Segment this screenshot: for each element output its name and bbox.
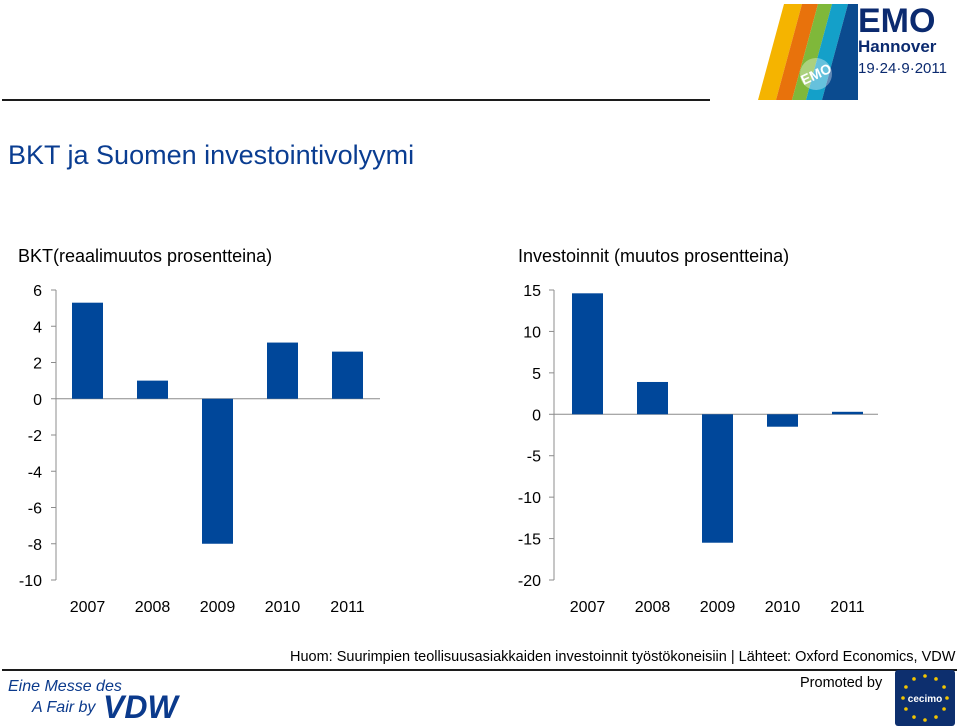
bar [267, 342, 298, 399]
y-tick-label: -4 [28, 464, 42, 481]
logo-title: EMO [858, 2, 935, 40]
bar [832, 411, 863, 415]
eu-stars [901, 674, 949, 722]
messe-line2: A Fair by [31, 699, 96, 716]
y-tick-label: -10 [19, 573, 42, 590]
logo-city: Hannover [858, 37, 937, 56]
chart-title: Investoinnit (muutos prosentteina) [518, 246, 789, 266]
vdw-wordmark: VDW [103, 689, 180, 724]
y-tick-label: 4 [33, 319, 42, 336]
promoted-by-label: Promoted by [800, 675, 883, 691]
star-icon [942, 707, 946, 711]
star-icon [934, 677, 938, 681]
y-tick-label: 5 [532, 366, 541, 383]
header-divider [2, 99, 710, 101]
star-icon [904, 707, 908, 711]
cecimo-wordmark: cecimo [908, 694, 942, 705]
y-tick-label: -6 [28, 501, 42, 518]
x-tick-label: 2009 [200, 599, 236, 616]
bar [767, 414, 798, 427]
x-tick-label: 2008 [135, 599, 171, 616]
y-tick-label: 0 [532, 407, 541, 424]
chart-title: BKT(reaalimuutos prosentteina) [18, 246, 272, 266]
x-tick-label: 2008 [635, 599, 671, 616]
bar [637, 381, 668, 415]
y-tick-label: -8 [28, 537, 42, 554]
x-tick-label: 2007 [70, 599, 106, 616]
emo-hannover-logo: EMO EMO Hannover 19·24·9·2011 [758, 2, 947, 100]
y-tick-label: -20 [518, 573, 541, 590]
star-icon [912, 677, 916, 681]
y-tick-label: -10 [518, 490, 541, 507]
star-icon [923, 718, 927, 722]
x-tick-label: 2007 [570, 599, 606, 616]
y-tick-label: 0 [33, 392, 42, 409]
y-tick-label: 6 [33, 283, 42, 300]
x-tick-label: 2010 [765, 599, 801, 616]
y-tick-label: -5 [527, 449, 541, 466]
messe-line1: Eine Messe des [8, 678, 122, 695]
star-icon [942, 685, 946, 689]
y-tick-label: 10 [523, 324, 541, 341]
star-icon [934, 715, 938, 719]
x-tick-label: 2011 [330, 599, 365, 616]
x-tick-label: 2011 [830, 599, 865, 616]
x-tick-label: 2009 [700, 599, 736, 616]
star-icon [904, 685, 908, 689]
x-tick-label: 2010 [265, 599, 301, 616]
page-title: BKT ja Suomen investointivolyymi [8, 140, 415, 170]
cecimo-logo: cecimo [895, 670, 955, 726]
logo-dates: 19·24·9·2011 [858, 60, 947, 77]
footer-divider [2, 669, 957, 671]
charts-area: BKT(reaalimuutos prosentteina) 6 4 2 0 -2 -4 -6… [18, 246, 878, 616]
star-icon [945, 696, 949, 700]
bar [202, 398, 233, 544]
bar [332, 351, 363, 399]
star-icon [901, 696, 905, 700]
vdw-logo: Eine Messe des A Fair by VDW [8, 678, 180, 724]
y-tick-label: -2 [28, 428, 42, 445]
bar [137, 380, 168, 399]
y-tick-label: 2 [33, 356, 42, 373]
bar [702, 414, 733, 543]
y-tick-label: -15 [518, 532, 541, 549]
footnote: Huom: Suurimpien teollisuusasiakkaiden i… [290, 649, 956, 665]
star-icon [923, 674, 927, 678]
bar [72, 302, 103, 399]
bar [572, 293, 603, 415]
star-icon [912, 715, 916, 719]
y-tick-label: 15 [523, 283, 541, 300]
